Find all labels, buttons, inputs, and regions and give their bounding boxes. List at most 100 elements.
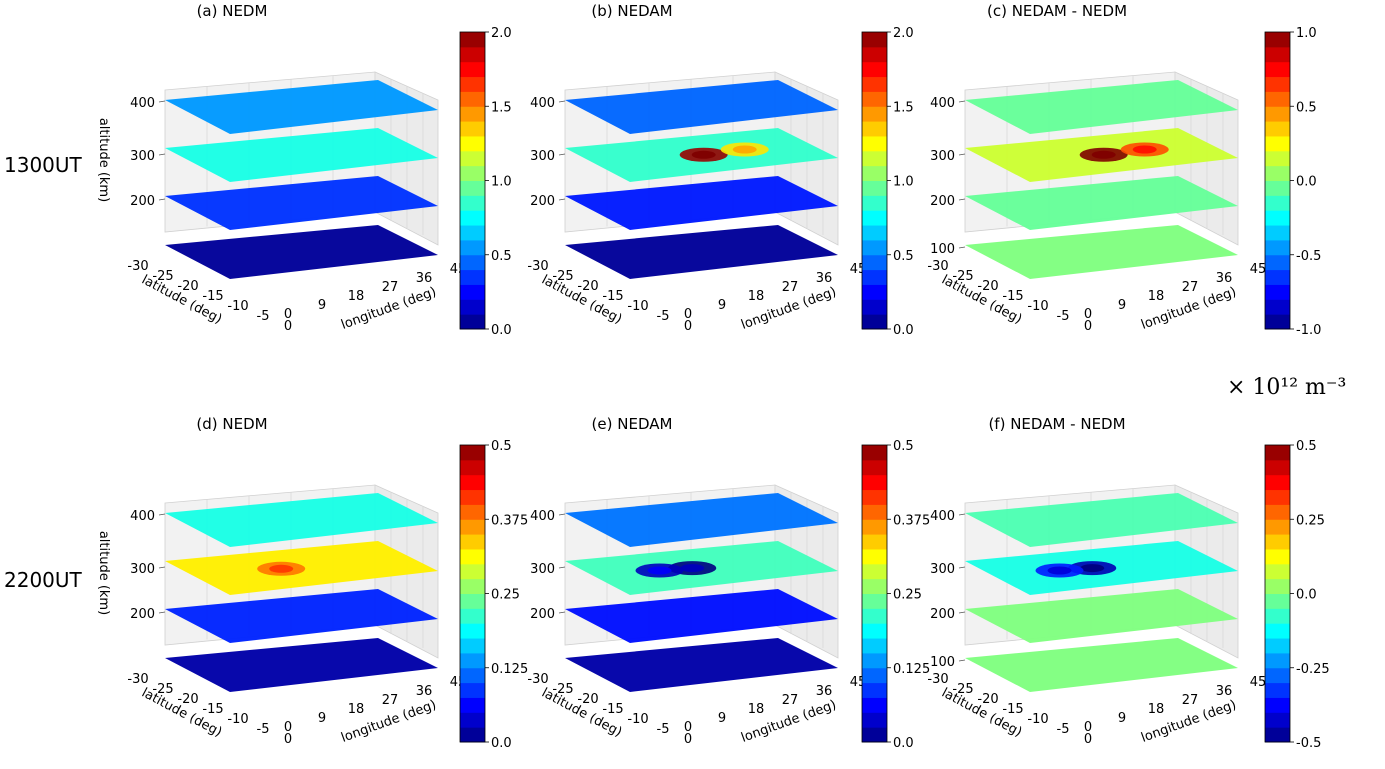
lat-tick-label-a: -20 [177,279,198,294]
lon-tick-label-d: 0 [284,720,292,735]
z-axis-label-d: altitude (km) [96,531,111,615]
level-slice-200-a [165,176,438,230]
colorbar-band-b [862,46,887,63]
colorbar-band-e [862,727,887,743]
z-tick-label-a: 400 [130,96,155,111]
colorbar-band-f [1265,667,1290,684]
z-tick-mark-f [958,513,966,516]
colorbar-band-c [1265,269,1290,285]
density-blob-core-b [691,150,716,159]
colorbar-band-d [460,608,485,624]
colorbar-band-b [862,284,887,300]
colorbar-band-c [1265,106,1290,122]
colorbar-band-c [1265,46,1290,63]
level-slice-100-b [565,225,838,279]
density-blob-core-b [732,145,757,154]
z-tick-label-c: 400 [930,96,955,111]
lon-tick-label-b: 9 [718,298,726,313]
colorbar-band-c [1265,284,1290,300]
panel-b: (b) NEDAM200300400-30-25-20-15-10-50lati… [527,2,913,338]
z-axis-label-a: altitude (km) [96,118,111,202]
lat-tick-label-d: 0 [284,732,292,747]
lat-tick-label-d: -25 [152,682,173,697]
colorbar-band-a [460,284,485,300]
lon-tick-label-c: 27 [1182,280,1199,295]
z-tick-mark-e [558,513,566,516]
colorbar-band-a [460,269,485,285]
colorbar-band-f [1265,712,1290,728]
lat-tick-label-b: -25 [552,269,573,284]
level-slice-400-d [165,493,438,547]
panel-title-a: (a) NEDM [197,2,268,20]
panel-title-f: (f) NEDAM - NEDM [988,415,1125,433]
lon-tick-label-c: 9 [1118,298,1126,313]
lon-tick-label-a: 18 [348,289,365,304]
colorbar-band-e [862,504,887,520]
lat-tick-label-a: -25 [152,269,173,284]
level-slice-300-a [165,128,438,182]
colorbar-band-f [1265,519,1290,535]
lat-tick-label-e: -10 [627,712,648,727]
colorbar-band-a [460,165,485,181]
z-tick-mark-c [958,100,966,103]
z-tick-mark-d [158,566,166,569]
lon-tick-label-b: 27 [782,280,799,295]
lat-tick-label-a: 0 [284,319,292,334]
colorbar-band-e [862,459,887,476]
lon-tick-label-f: 9 [1118,711,1126,726]
z-tick-label-c: 200 [930,194,955,209]
lon-tick-label-e: 18 [748,702,765,717]
colorbar-band-a [460,46,485,63]
colorbar-band-c [1265,61,1290,78]
level-slice-100-e [565,638,838,692]
colorbar-band-a [460,225,485,241]
colorbar-tick-label-d: 0.5 [491,439,512,454]
lon-tick-label-f: 27 [1182,693,1199,708]
panel-title-b: (b) NEDAM [591,2,672,20]
colorbar-band-f [1265,593,1290,609]
colorbar-band-f [1265,489,1290,505]
lon-tick-label-c: 18 [1148,289,1165,304]
lon-tick-label-e: 36 [816,684,833,699]
z-tick-mark-e [558,611,566,614]
colorbar-band-d [460,638,485,654]
lat-tick-label-b: -15 [602,289,623,304]
colorbar-tick-label-a: 1.0 [491,175,512,190]
colorbar-tick-label-d: 0.125 [491,662,528,677]
level-slice-400-b [565,80,838,134]
colorbar-band-f [1265,474,1290,491]
z-tick-label-c: 100 [930,242,955,257]
colorbar-band-f [1265,697,1290,713]
colorbar-band-b [862,61,887,78]
colorbar-band-f [1265,563,1290,580]
level-slice-100-c [965,225,1238,279]
density-blob-core-d [269,564,294,573]
colorbar-tick-label-a: 0.0 [491,323,512,338]
colorbar-band-b [862,106,887,122]
colorbar-tick-label-b: 0.0 [893,323,914,338]
z-tick-label-a: 300 [130,149,155,164]
colorbar-band-d [460,697,485,713]
colorbar-tick-label-a: 2.0 [491,26,512,41]
colorbar-band-d [460,474,485,491]
z-tick-label-c: 300 [930,149,955,164]
lat-tick-label-b: -5 [657,309,670,324]
lat-tick-label-e: -30 [527,672,548,687]
colorbar-tick-label-c: 1.0 [1296,26,1317,41]
lat-tick-label-e: -5 [657,722,670,737]
lat-tick-label-c: -5 [1057,309,1070,324]
colorbar-band-b [862,254,887,271]
lon-tick-label-e: 27 [782,693,799,708]
colorbar-band-f [1265,623,1290,639]
colorbar-band-f [1265,504,1290,520]
z-tick-mark-e [558,566,566,569]
lat-tick-label-b: -30 [527,259,548,274]
lon-tick-label-d: 18 [348,702,365,717]
colorbar-tick-label-c: 0.5 [1296,100,1317,115]
colorbar-band-c [1265,76,1290,92]
colorbar-band-e [862,489,887,505]
colorbar-band-a [460,150,485,167]
lat-tick-label-c: -15 [1002,289,1023,304]
colorbar-band-d [460,652,485,669]
colorbar-band-f [1265,578,1290,594]
